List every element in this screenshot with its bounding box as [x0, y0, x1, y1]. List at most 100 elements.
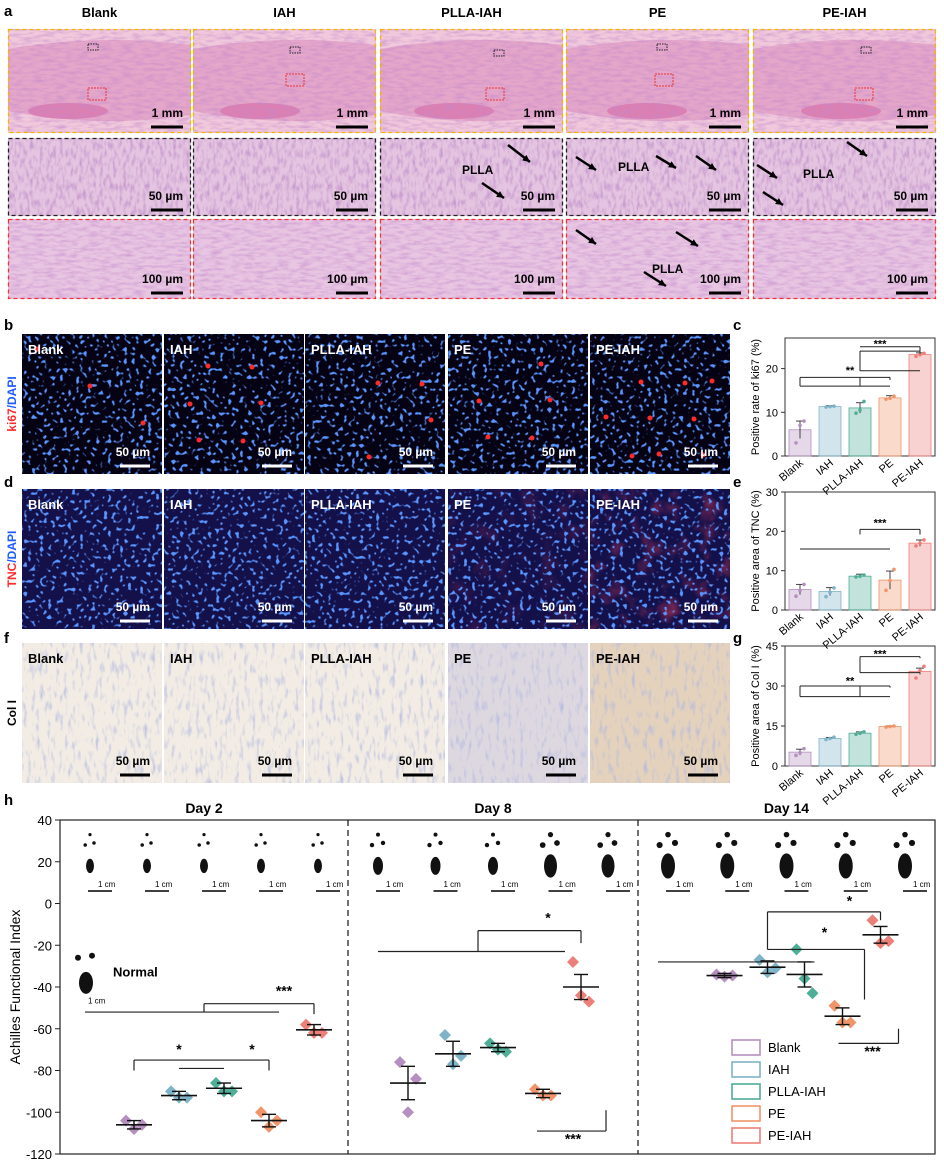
he-texture — [8, 138, 191, 216]
he-group-title: PE-IAH — [822, 5, 866, 20]
scale-label: 1 mm — [897, 106, 928, 120]
footprint-toe — [547, 832, 554, 838]
ki67-nucleus — [87, 383, 93, 389]
data-point-PLLA-IAH — [806, 987, 819, 1000]
footprint-toe — [259, 833, 263, 837]
footprint — [838, 853, 853, 879]
x-tick-label: IAH — [814, 457, 836, 478]
data-point — [798, 750, 802, 755]
data-point — [892, 394, 896, 398]
roi-box-red — [654, 73, 674, 87]
scale-label: 100 µm — [887, 272, 928, 286]
footprint — [898, 853, 912, 879]
bar-PE — [878, 397, 902, 457]
data-point-Blank — [394, 1056, 406, 1069]
data-point — [914, 676, 918, 680]
y-axis-label: Achilles Functional Index — [7, 910, 23, 1065]
bar-PLLA-IAH — [848, 575, 872, 611]
y-tick-label: 0 — [45, 897, 52, 912]
he-group-title: IAH — [273, 5, 295, 20]
scale-label: 50 µm — [542, 600, 576, 614]
if-group-title: PE-IAH — [596, 651, 640, 666]
data-point-IAH — [439, 1029, 451, 1042]
footprint — [720, 853, 735, 879]
scale-label: 50 µm — [542, 445, 576, 459]
panel-letter-b: b — [4, 317, 13, 334]
if-group-title: PE-IAH — [596, 342, 640, 357]
footprint-toe — [893, 841, 900, 849]
he-texture — [380, 138, 563, 216]
data-point — [862, 399, 866, 404]
footprint-toe — [380, 840, 386, 846]
footprint-toe — [83, 843, 87, 847]
arrow-head — [658, 279, 666, 286]
footprint-scale-label: 1 cm — [559, 880, 577, 889]
footprint-toe — [834, 841, 841, 849]
sig-stars: *** — [874, 339, 888, 351]
data-point-PE — [828, 999, 841, 1012]
ki67-nucleus — [419, 381, 425, 387]
ihc-texture — [448, 643, 588, 783]
ki67-nucleus — [538, 361, 544, 367]
scale-label: 50 µm — [334, 189, 368, 203]
bar-PE-IAH — [908, 542, 932, 611]
dapi-nuclei — [22, 489, 162, 629]
data-point — [802, 746, 806, 751]
data-point-PE — [529, 1083, 541, 1096]
data-point — [832, 735, 836, 739]
footprint-toe — [88, 833, 92, 837]
scale-label: 50 µm — [707, 189, 741, 203]
footprint-scale-label: 1 cm — [735, 880, 753, 889]
panel-letter-d: d — [4, 474, 13, 491]
he-frame — [7, 218, 192, 300]
footprint-toe — [376, 832, 380, 837]
if-group-title: Blank — [28, 651, 64, 666]
footprint-toe — [605, 832, 611, 838]
data-point — [824, 594, 828, 599]
data-point-PE — [545, 1089, 557, 1102]
data-point — [794, 594, 798, 599]
footprint-toe — [140, 843, 144, 847]
data-point — [888, 724, 892, 729]
scale-label: 50 µm — [116, 445, 150, 459]
data-point — [858, 574, 862, 578]
plla-label: PLLA — [652, 262, 684, 276]
scale-label: 50 µm — [399, 600, 433, 614]
x-tick-label: PE — [877, 767, 896, 786]
footprint — [257, 858, 265, 874]
he-frame — [752, 28, 937, 134]
if-group-title: PE — [454, 651, 472, 666]
scale-label: 50 µm — [399, 445, 433, 459]
y-tick-label: 40 — [38, 813, 52, 828]
bar-PLLA-IAH — [848, 407, 872, 457]
footprint-toe — [491, 832, 495, 837]
sig-stars: * — [545, 909, 551, 925]
arrow-head — [496, 191, 504, 198]
footprint-scale-label: 1 cm — [212, 880, 230, 889]
data-point — [892, 724, 896, 728]
dapi-nuclei — [305, 334, 445, 474]
footprint — [430, 856, 441, 875]
panel-letter-g: g — [733, 630, 742, 647]
data-point — [914, 544, 918, 548]
footprint-toe — [611, 840, 618, 846]
x-tick-label: PE — [877, 457, 896, 476]
data-point — [922, 664, 926, 669]
x-tick-label: Blank — [777, 611, 806, 638]
x-tick-label: IAH — [814, 767, 836, 788]
legend-label: PLLA-IAH — [768, 1084, 826, 1099]
footprint-toe — [715, 841, 722, 849]
footprint-toe — [92, 841, 96, 845]
scale-label: 50 µm — [521, 189, 555, 203]
footprint-toe — [145, 833, 149, 837]
scale-label: 100 µm — [327, 272, 368, 286]
scale-label: 50 µm — [258, 445, 292, 459]
scale-label: 50 µm — [258, 754, 292, 768]
x-tick-label: PE — [877, 611, 896, 630]
footprint — [544, 854, 557, 878]
footprint-scale-label: 1 cm — [155, 880, 173, 889]
x-tick-label: PE-IAH — [890, 767, 926, 800]
y-tick-label: -100 — [26, 1105, 52, 1120]
scale-label: 50 µm — [399, 754, 433, 768]
he-stain-panel: Blank 1 mm 50 µm 100 µm IAH 1 mm 50 µm 100 µm PL… — [7, 5, 937, 300]
